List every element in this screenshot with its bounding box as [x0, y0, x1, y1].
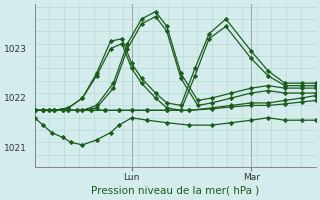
X-axis label: Pression niveau de la mer( hPa ): Pression niveau de la mer( hPa ): [91, 186, 260, 196]
